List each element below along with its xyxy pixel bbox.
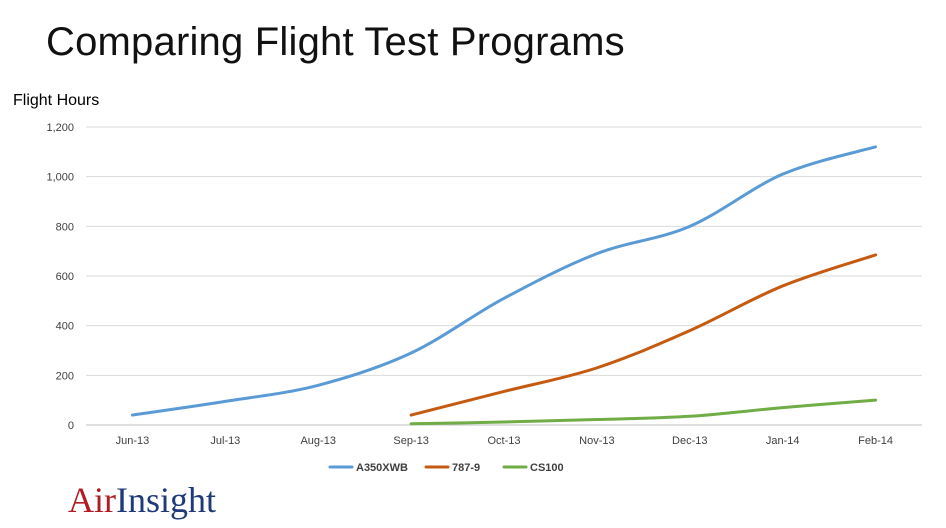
y-tick-label: 200 [56,370,74,382]
legend-label-a350xwb: A350XWB [356,462,408,474]
x-tick-label: Jun-13 [116,435,150,447]
y-tick-label: 600 [56,271,74,283]
x-tick-label: Dec-13 [672,435,707,447]
gridlines [86,126,922,426]
series-lines [130,145,878,426]
legend: A350XWB 787-9 CS100 [328,462,564,474]
y-tick-label: 1,200 [46,122,74,134]
logo-insight-text: Insight [116,480,217,520]
y-tick-label: 0 [68,420,74,432]
x-tick-label: Nov-13 [579,435,614,447]
legend-label-cs100: CS100 [530,462,564,474]
series-line-cs100 [409,398,878,426]
x-tick-label: Oct-13 [487,435,520,447]
airinsight-logo: AirInsight [68,478,216,522]
logo-air-text: Air [68,480,116,520]
y-axis-label: Flight Hours [13,92,100,109]
x-tick-label: Jul-13 [210,435,240,447]
y-axis-ticks: 0 200 400 600 800 1,000 1,200 [46,122,74,432]
x-tick-label: Feb-14 [858,435,893,447]
series-line-787-9 [409,253,878,417]
y-tick-label: 1,000 [46,172,74,184]
x-tick-label: Jan-14 [766,435,800,447]
x-tick-label: Aug-13 [300,435,335,447]
page-title: Comparing Flight Test Programs [46,20,625,64]
y-tick-label: 400 [56,321,74,333]
x-tick-label: Sep-13 [393,435,428,447]
y-tick-label: 800 [56,221,74,233]
x-axis-ticks: Jun-13 Jul-13 Aug-13 Sep-13 Oct-13 Nov-13 Dec-… [116,435,893,447]
series-line-a350xwb [130,145,878,417]
legend-label-787-9: 787-9 [452,462,480,474]
